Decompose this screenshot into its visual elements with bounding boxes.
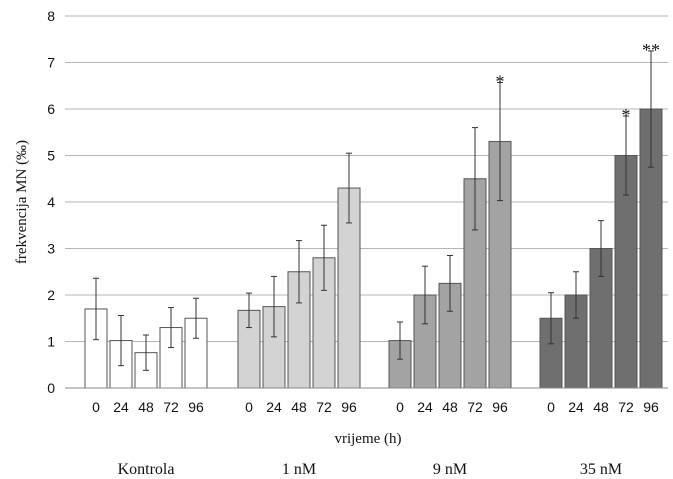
- y-tick-label: 5: [47, 148, 55, 164]
- x-axis-ticks: 0 24 48 72 96 0 24 48 72 96 0 24 48 72 96 0 24 48 72 96: [92, 399, 659, 415]
- x-tick-label: 48: [291, 399, 307, 415]
- x-tick-label: 96: [341, 399, 357, 415]
- significance-mark: **: [642, 40, 660, 60]
- group-label: Kontrola: [118, 461, 175, 478]
- group-label: 1 nM: [282, 461, 316, 478]
- x-tick-label: 24: [417, 399, 433, 415]
- x-tick-label: 96: [188, 399, 204, 415]
- y-tick-label: 7: [47, 55, 55, 71]
- y-tick-label: 4: [47, 194, 55, 210]
- x-tick-label: 48: [442, 399, 458, 415]
- x-tick-label: 48: [138, 399, 154, 415]
- y-axis-title: frekvencija MN (‰): [14, 140, 30, 264]
- y-tick-label: 1: [47, 334, 55, 350]
- y-tick-label: 2: [47, 287, 55, 303]
- x-tick-label: 24: [113, 399, 129, 415]
- x-tick-label: 48: [593, 399, 609, 415]
- y-tick-label: 0: [47, 380, 55, 396]
- x-tick-label: 24: [266, 399, 282, 415]
- x-tick-label: 72: [618, 399, 634, 415]
- x-tick-label: 0: [245, 399, 253, 415]
- gridlines: [65, 16, 668, 342]
- y-tick-label: 3: [47, 241, 55, 257]
- y-axis-ticks: 0 1 2 3 4 5 6 7 8: [47, 8, 55, 396]
- x-tick-label: 0: [396, 399, 404, 415]
- group-labels: Kontrola 1 nM 9 nM 35 nM: [118, 461, 623, 478]
- significance-marks: ****: [496, 40, 661, 125]
- group-label: 35 nM: [580, 461, 622, 478]
- x-tick-label: 0: [92, 399, 100, 415]
- x-tick-label: 72: [467, 399, 483, 415]
- x-tick-label: 72: [163, 399, 179, 415]
- x-tick-label: 0: [547, 399, 555, 415]
- x-tick-label: 72: [316, 399, 332, 415]
- y-tick-label: 6: [47, 101, 55, 117]
- x-tick-label: 24: [568, 399, 584, 415]
- x-tick-label: 96: [492, 399, 508, 415]
- y-tick-label: 8: [47, 8, 55, 24]
- x-tick-label: 96: [643, 399, 659, 415]
- significance-mark: *: [622, 105, 631, 125]
- significance-mark: *: [496, 71, 505, 91]
- group-label: 9 nM: [433, 461, 467, 478]
- x-axis-title: vrijeme (h): [334, 431, 401, 447]
